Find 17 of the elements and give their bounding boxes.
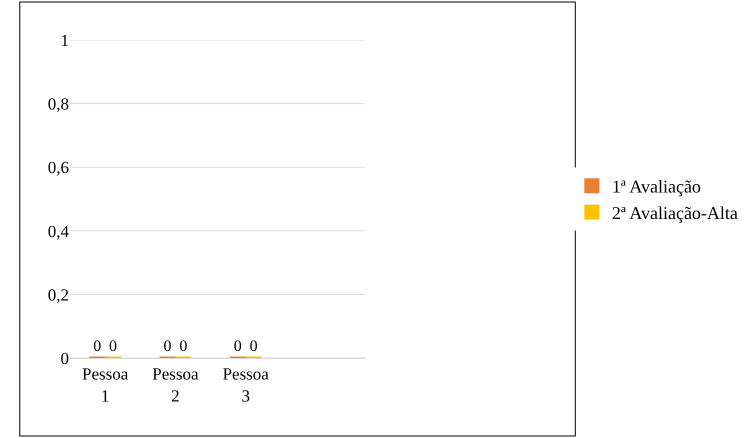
y-tick-label: 0,4: [48, 222, 70, 241]
data-label: 0: [109, 338, 118, 355]
x-tick-label: Pessoa 2: [152, 364, 200, 406]
data-label: 0: [164, 338, 172, 355]
data-label: 0: [179, 338, 188, 355]
data-label: 0: [250, 338, 258, 355]
x-tick-label: Pessoa 3: [222, 364, 270, 406]
data-label: 0: [93, 338, 102, 355]
y-tick-label: 0: [60, 348, 69, 368]
legend-label: 1ª Avaliação: [612, 176, 701, 197]
y-tick-label: 0,8: [48, 94, 69, 114]
data-label: 0: [234, 338, 242, 355]
x-tick-label: Pessoa 1: [82, 364, 129, 406]
y-tick-label: 1: [60, 30, 69, 50]
y-tick-label: 0,6: [48, 158, 69, 178]
y-tick-label: 0,2: [48, 285, 69, 304]
legend-label: 2ª Avaliação-Alta: [612, 203, 738, 224]
